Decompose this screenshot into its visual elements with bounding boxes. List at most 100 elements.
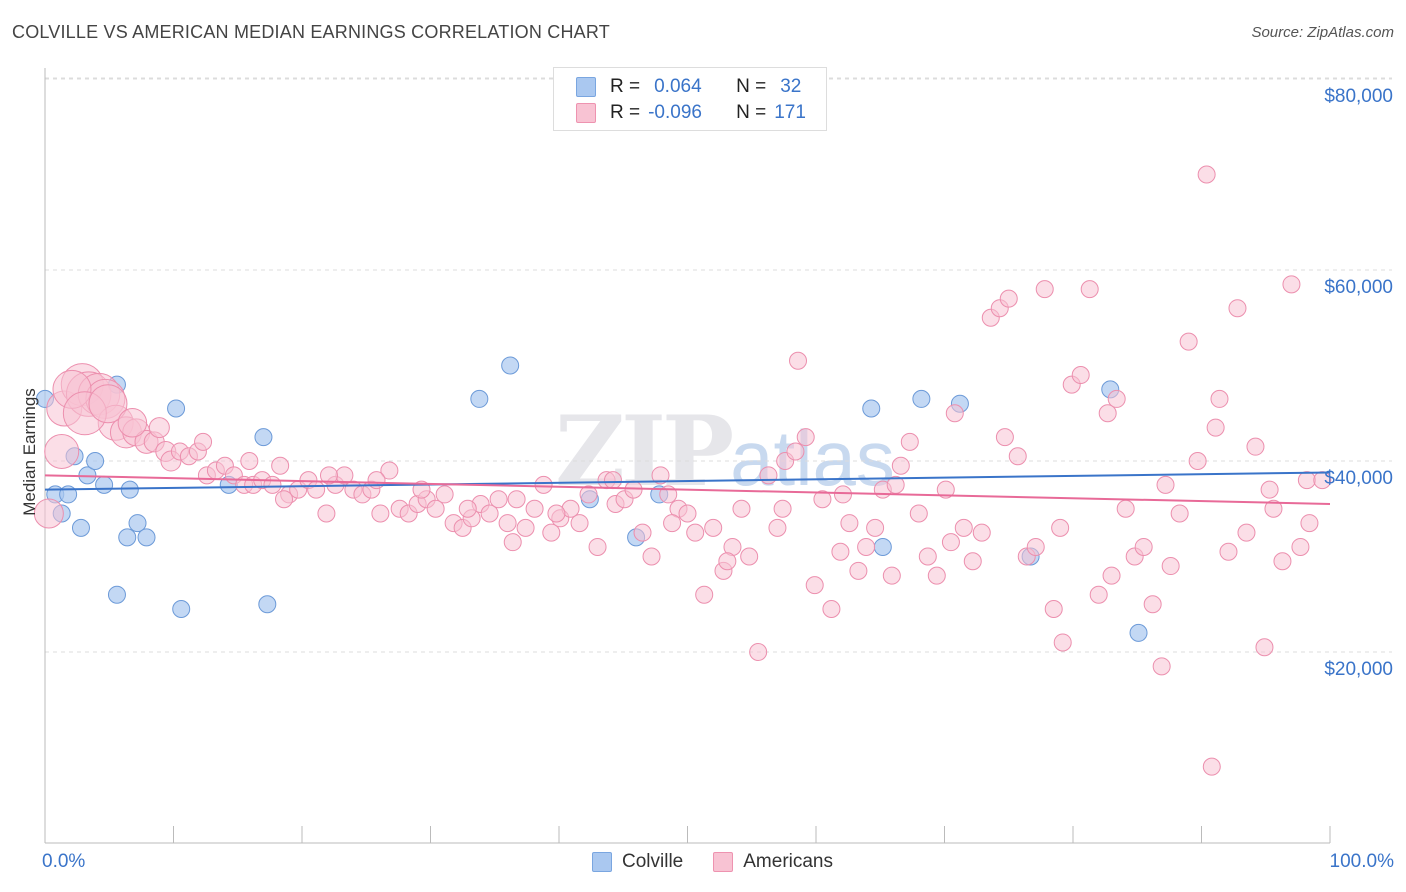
colville-point bbox=[254, 428, 273, 447]
americans-point bbox=[936, 480, 955, 499]
legend-r-value: 0.064 bbox=[654, 76, 702, 97]
americans-point bbox=[1152, 657, 1171, 676]
americans-point bbox=[866, 518, 885, 537]
americans-point bbox=[1080, 280, 1099, 299]
americans-point bbox=[1206, 418, 1225, 437]
americans-point bbox=[1156, 475, 1175, 494]
chart-title: COLVILLE VS AMERICAN MEDIAN EARNINGS COR… bbox=[12, 22, 610, 42]
americans-point bbox=[489, 490, 508, 509]
americans-point bbox=[480, 504, 499, 523]
americans-point bbox=[833, 485, 852, 504]
y-tick-label-80000: $80,000 bbox=[1324, 86, 1393, 107]
legend-n-label: N = bbox=[736, 76, 767, 97]
legend-n-label: N = bbox=[736, 102, 767, 123]
americans-point bbox=[435, 485, 454, 504]
americans-point bbox=[749, 643, 768, 661]
colville-point bbox=[470, 389, 489, 408]
bottom-legend-swatch-colville bbox=[592, 852, 612, 872]
americans-point bbox=[33, 498, 64, 529]
americans-point bbox=[945, 404, 964, 423]
americans-point bbox=[44, 433, 80, 469]
legend: R = 0.064 N = 32 R = -0.096 N = 171 bbox=[553, 67, 827, 131]
x-tick-label-min: 0.0% bbox=[42, 851, 86, 872]
legend-swatch-colville bbox=[576, 77, 596, 97]
colville-point bbox=[172, 600, 191, 619]
colville-point bbox=[1129, 623, 1148, 642]
americans-point bbox=[503, 533, 522, 552]
y-tick-label-40000: $40,000 bbox=[1324, 468, 1393, 489]
americans-point bbox=[695, 585, 714, 604]
legend-n-value: 32 bbox=[780, 76, 802, 97]
americans-point bbox=[148, 417, 170, 439]
americans-point bbox=[1300, 514, 1319, 533]
americans-point bbox=[117, 408, 148, 438]
colville-trend-line bbox=[44, 471, 1331, 491]
legend-swatch-americans bbox=[576, 103, 596, 123]
americans-point bbox=[909, 504, 928, 523]
x-tick-label-max: 100.0% bbox=[1329, 851, 1394, 872]
americans-point bbox=[1134, 537, 1153, 556]
americans-point bbox=[941, 533, 960, 552]
americans-point bbox=[1202, 757, 1221, 776]
legend-row-colville: R = 0.064 N = 32 bbox=[576, 75, 801, 99]
americans-point bbox=[857, 537, 876, 556]
americans-point bbox=[849, 561, 868, 580]
americans-point bbox=[307, 480, 326, 499]
americans-point bbox=[963, 552, 982, 571]
americans-point bbox=[1297, 471, 1316, 490]
americans-point bbox=[1291, 537, 1310, 556]
americans-point bbox=[624, 480, 643, 499]
americans-point bbox=[840, 514, 859, 533]
americans-point bbox=[1008, 447, 1027, 466]
americans-point bbox=[768, 518, 787, 537]
colville-point bbox=[86, 452, 105, 470]
americans-point bbox=[1210, 389, 1229, 408]
americans-point bbox=[900, 432, 919, 451]
americans-point bbox=[686, 523, 705, 542]
watermark-atlas: atlas bbox=[730, 414, 895, 502]
americans-point bbox=[995, 428, 1014, 447]
americans-point bbox=[805, 576, 824, 595]
americans-point bbox=[642, 547, 661, 566]
americans-point bbox=[516, 518, 535, 537]
y-axis-label: Median Earnings bbox=[20, 388, 39, 516]
americans-point bbox=[458, 499, 477, 518]
americans-point bbox=[1051, 518, 1070, 537]
americans-point bbox=[1116, 499, 1135, 518]
americans-point bbox=[588, 537, 607, 556]
colville-point bbox=[137, 528, 156, 547]
americans-point bbox=[1102, 566, 1121, 585]
colville-point bbox=[167, 399, 186, 418]
americans-point bbox=[891, 456, 910, 475]
colville-point bbox=[107, 585, 126, 604]
americans-point bbox=[999, 289, 1018, 308]
americans-point bbox=[1264, 499, 1283, 518]
americans-point bbox=[1197, 165, 1216, 184]
legend-n-value: 171 bbox=[774, 102, 806, 123]
americans-point bbox=[317, 504, 336, 523]
americans-point bbox=[773, 499, 792, 518]
americans-point bbox=[786, 442, 805, 461]
americans-point bbox=[1170, 504, 1189, 523]
americans-point bbox=[927, 566, 946, 585]
americans-point bbox=[822, 600, 841, 619]
americans-point bbox=[740, 547, 759, 566]
americans-point bbox=[1143, 595, 1162, 614]
americans-point bbox=[813, 490, 832, 509]
americans-point bbox=[759, 466, 778, 485]
colville-point bbox=[71, 518, 90, 537]
americans-point bbox=[426, 499, 445, 518]
colville-point bbox=[862, 399, 881, 418]
bottom-legend-swatch-americans bbox=[713, 852, 734, 872]
legend-r-label: R = bbox=[610, 76, 641, 97]
americans-point bbox=[678, 504, 697, 523]
legend-r-value: -0.096 bbox=[648, 102, 702, 123]
bottom-legend-label-colville: Colville bbox=[622, 851, 684, 872]
americans-point bbox=[547, 504, 566, 523]
bottom-legend-americans: Americans bbox=[713, 851, 833, 873]
americans-point bbox=[651, 466, 670, 485]
americans-point bbox=[380, 461, 399, 480]
americans-point bbox=[194, 432, 213, 451]
americans-point bbox=[633, 523, 652, 542]
